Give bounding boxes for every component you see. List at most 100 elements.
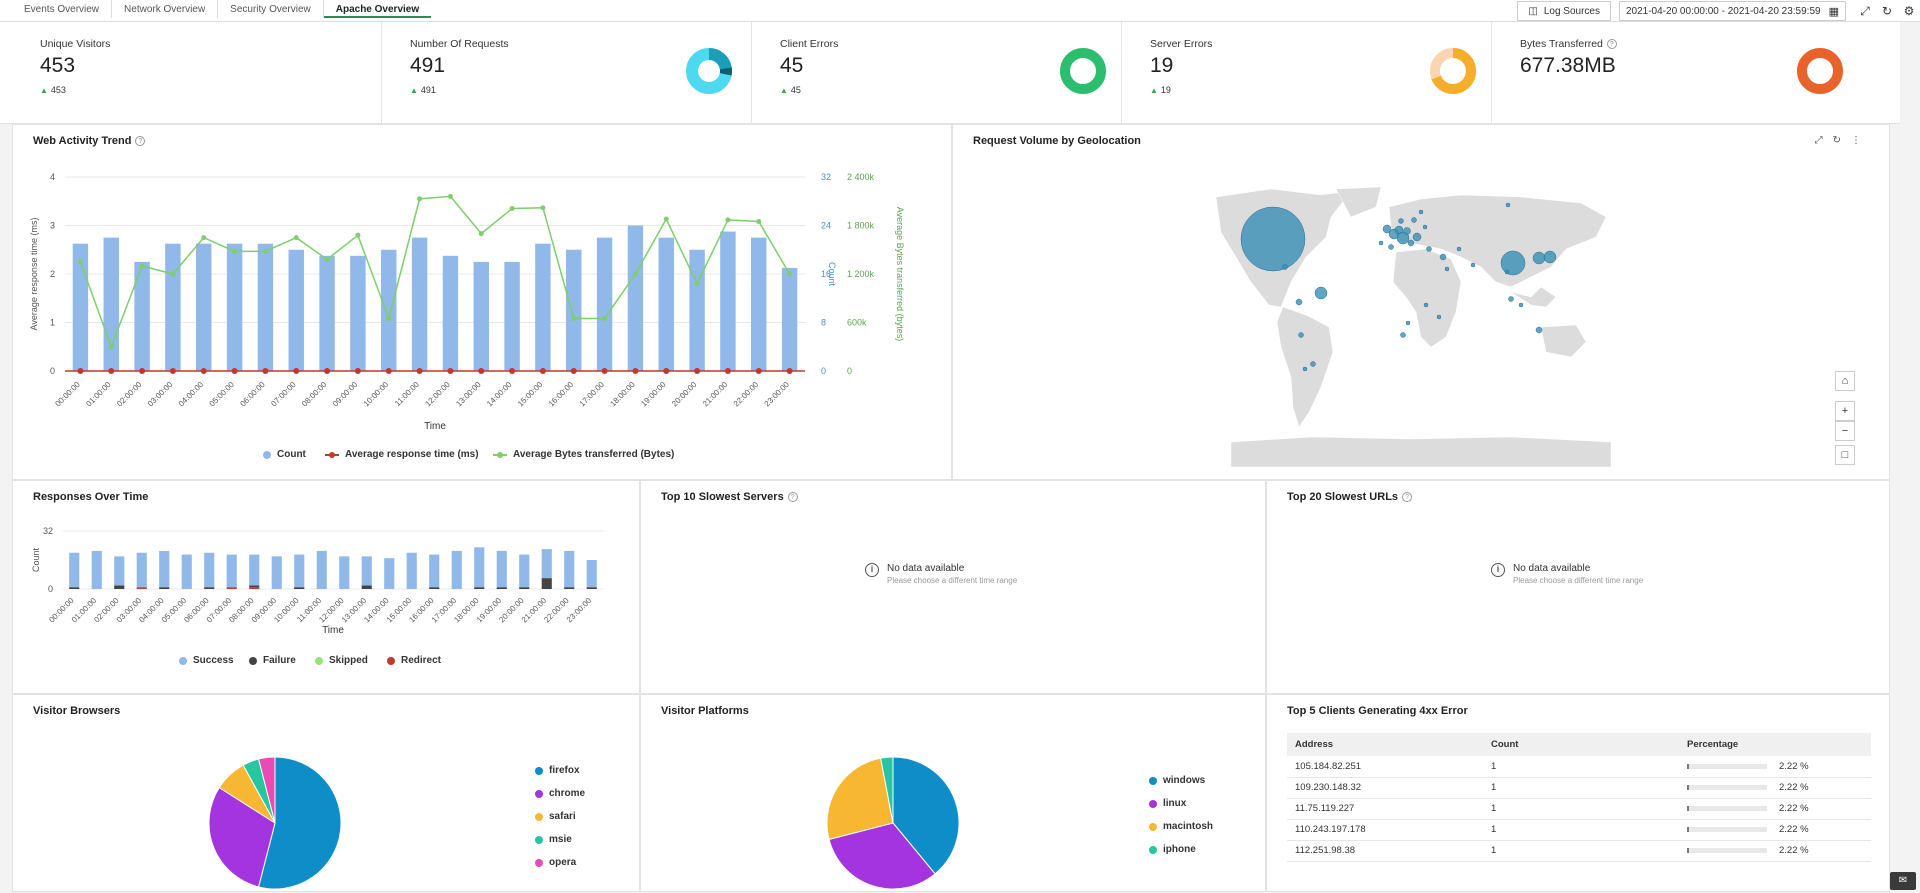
percentage-text: 2.22 % xyxy=(1779,761,1809,772)
map-home-button[interactable]: ⌂ xyxy=(1835,371,1855,391)
legend-swatch xyxy=(315,657,323,665)
calendar-icon[interactable]: ▦ xyxy=(1829,5,1839,18)
client-count: 1 xyxy=(1483,777,1679,798)
column-header-percentage[interactable]: Percentage xyxy=(1679,733,1871,756)
legend-count[interactable]: Count xyxy=(263,449,306,460)
client-count: 1 xyxy=(1483,840,1679,861)
success-bar xyxy=(564,551,574,587)
chat-icon[interactable]: ✉ xyxy=(1890,872,1916,890)
x-tick-label: 20:00:00 xyxy=(670,380,699,409)
tab-events-overview[interactable]: Events Overview xyxy=(12,0,112,18)
client-address: 11.75.119.227 xyxy=(1287,798,1483,819)
legend-label: linux xyxy=(1163,798,1186,809)
legend-skipped[interactable]: Skipped xyxy=(315,655,368,666)
response-time-point xyxy=(262,368,268,374)
date-range-picker[interactable]: 2021-04-20 00:00:00 - 2021-04-20 23:59:5… xyxy=(1619,1,1846,21)
tab-security-overview[interactable]: Security Overview xyxy=(218,0,324,18)
client-count: 1 xyxy=(1483,798,1679,819)
response-time-point xyxy=(386,368,392,374)
help-icon[interactable]: ? xyxy=(1607,39,1617,49)
response-time-point xyxy=(478,368,484,374)
platforms-pie[interactable] xyxy=(823,753,963,893)
bytes-point xyxy=(448,194,453,199)
world-map[interactable] xyxy=(1211,187,1631,467)
panel-title: Top 10 Slowest Servers? xyxy=(661,491,798,503)
success-bar xyxy=(92,551,102,589)
bytes-point xyxy=(78,259,83,264)
client-percentage: 2.22 % xyxy=(1679,840,1871,861)
client-address: 105.184.82.251 xyxy=(1287,756,1483,777)
kpi-value: 19 xyxy=(1150,54,1173,78)
help-icon[interactable]: ? xyxy=(788,492,798,502)
success-bar xyxy=(69,553,79,587)
kpi-value: 677.38MB xyxy=(1520,54,1616,78)
response-time-point xyxy=(232,368,238,374)
legend-label: safari xyxy=(549,811,576,822)
panel-title: Visitor Platforms xyxy=(661,705,749,717)
gear-icon[interactable]: ⚙ xyxy=(1898,1,1920,21)
browsers-pie[interactable] xyxy=(205,753,345,893)
help-icon[interactable]: ? xyxy=(1402,492,1412,502)
legend-chrome[interactable]: chrome xyxy=(535,788,585,799)
kpi-number-of-requests: Number Of Requests 491 ▲491 xyxy=(382,22,752,124)
column-header-count[interactable]: Count xyxy=(1483,733,1679,756)
column-header-address[interactable]: Address xyxy=(1287,733,1483,756)
percentage-bar xyxy=(1687,848,1767,853)
x-tick-label: 09:00:00 xyxy=(331,380,360,409)
legend-failure[interactable]: Failure xyxy=(249,655,296,666)
legend-response-time[interactable]: Average response time (ms) xyxy=(325,449,479,460)
x-tick-label: 21:00:00 xyxy=(701,380,730,409)
legend-opera[interactable]: opera xyxy=(535,857,576,868)
tab-apache-overview[interactable]: Apache Overview xyxy=(324,0,431,18)
legend-swatch xyxy=(535,767,543,775)
map-selection-button[interactable]: □ xyxy=(1835,445,1855,465)
map-zoom-out-button[interactable]: − xyxy=(1835,421,1855,441)
info-icon: i xyxy=(1491,563,1505,577)
log-sources-button[interactable]: ◫ Log Sources xyxy=(1517,1,1611,21)
legend-swatch xyxy=(1149,846,1157,854)
legend-firefox[interactable]: firefox xyxy=(535,765,580,776)
legend-label: firefox xyxy=(549,765,580,776)
legend-windows[interactable]: windows xyxy=(1149,775,1205,786)
response-time-point xyxy=(756,368,762,374)
x-tick-label: 04:00:00 xyxy=(177,380,206,409)
failure-bar xyxy=(429,587,439,589)
legend-swatch xyxy=(535,859,543,867)
x-tick-label: 08:00:00 xyxy=(300,380,329,409)
client-address: 110.243.197.178 xyxy=(1287,819,1483,840)
x-tick-label: 19:00:00 xyxy=(639,380,668,409)
legend-linux[interactable]: linux xyxy=(1149,798,1186,809)
percentage-bar xyxy=(1687,785,1767,790)
expand-icon[interactable]: ⤢ xyxy=(1815,135,1823,146)
legend-redirect[interactable]: Redirect xyxy=(387,655,441,666)
legend-iphone[interactable]: iphone xyxy=(1149,844,1196,855)
redirect-bar xyxy=(137,587,147,589)
bytes-point xyxy=(695,281,700,286)
legend-macintosh[interactable]: macintosh xyxy=(1149,821,1213,832)
legend-msie[interactable]: msie xyxy=(535,834,572,845)
redirect-bar xyxy=(249,587,259,589)
kpi-delta: ▲45 xyxy=(780,85,801,95)
panel-title: Top 20 Slowest URLs? xyxy=(1287,491,1412,503)
y-tick-label: 0 xyxy=(48,584,53,594)
toolbar-right: ◫ Log Sources 2021-04-20 00:00:00 - 2021… xyxy=(1517,0,1920,22)
x-tick-label: 05:00:00 xyxy=(208,380,237,409)
more-vertical-icon[interactable]: ⋮ xyxy=(1851,135,1861,146)
refresh-icon[interactable]: ↻ xyxy=(1833,135,1841,146)
map-zoom-in-button[interactable]: + xyxy=(1835,401,1855,421)
percentage-text: 2.22 % xyxy=(1779,845,1809,856)
refresh-icon[interactable]: ↻ xyxy=(1876,1,1898,21)
response-time-point xyxy=(663,368,669,374)
tab-network-overview[interactable]: Network Overview xyxy=(112,0,218,18)
legend-bytes[interactable]: Average Bytes transferred (Bytes) xyxy=(493,449,674,460)
legend-success[interactable]: Success xyxy=(179,655,234,666)
legend-safari[interactable]: safari xyxy=(535,811,576,822)
fullscreen-icon[interactable]: ⤢ xyxy=(1854,1,1876,21)
